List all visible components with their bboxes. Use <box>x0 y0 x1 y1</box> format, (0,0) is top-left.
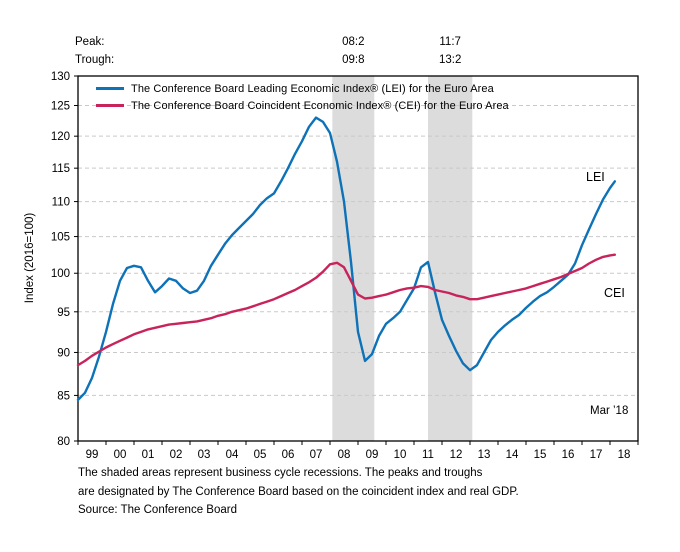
y-tick-label: 125 <box>51 100 70 112</box>
lei-line-swatch <box>96 87 124 90</box>
x-tick-label: 01 <box>142 449 155 461</box>
x-tick-label: 12 <box>450 449 463 461</box>
peak-date-2: 11:7 <box>439 36 461 48</box>
y-tick-label: 120 <box>51 131 70 143</box>
x-tick-label: 08 <box>338 449 351 461</box>
cei-line-swatch <box>96 104 124 107</box>
y-tick-label: 130 <box>51 71 70 83</box>
x-tick-label: 05 <box>254 449 267 461</box>
y-tick-label: 115 <box>52 163 70 175</box>
cei-line <box>76 253 616 367</box>
lei-series-label: LEI <box>586 170 605 184</box>
y-tick-label: 110 <box>52 197 70 209</box>
x-tick-label: 14 <box>506 449 519 461</box>
y-tick-label: 105 <box>51 232 70 244</box>
y-tick-label: 100 <box>51 268 70 280</box>
x-tick-label: 04 <box>226 449 239 461</box>
x-tick-label: 02 <box>170 449 183 461</box>
recession-band <box>428 76 473 441</box>
source-line: Source: The Conference Board <box>78 504 237 516</box>
legend-item-cei: The Conference Board Coincident Economic… <box>96 98 509 113</box>
peak-row-label: Peak: <box>75 36 105 48</box>
trough-date-1: 09:8 <box>342 54 365 66</box>
trough-row-label: Trough: <box>75 54 115 66</box>
y-tick-label: 85 <box>57 390 70 402</box>
x-tick-label: 17 <box>590 449 603 461</box>
legend: The Conference Board Leading Economic In… <box>96 81 509 113</box>
x-tick-label: 11 <box>422 449 434 461</box>
legend-label-cei: The Conference Board Coincident Economic… <box>131 99 509 112</box>
x-tick-label: 03 <box>198 449 211 461</box>
y-tick-label: 90 <box>57 347 70 359</box>
trough-date-2: 13:2 <box>438 54 462 66</box>
lei-line <box>76 116 616 402</box>
y-tick-label: 95 <box>57 307 70 319</box>
x-tick-label: 09 <box>366 449 379 461</box>
peak-date-1: 08:2 <box>342 36 365 48</box>
y-axis-title: Index (2016=100) <box>24 212 36 304</box>
y-tick-label: 80 <box>57 436 70 448</box>
x-tick-label: 06 <box>282 449 295 461</box>
last-point-label: Mar ’18 <box>590 405 629 417</box>
legend-item-lei: The Conference Board Leading Economic In… <box>96 81 509 96</box>
recession-band <box>332 76 375 441</box>
cei-series-label: CEI <box>604 286 625 300</box>
footnote: The shaded areas represent business cycl… <box>78 464 519 520</box>
x-tick-label: 99 <box>86 449 99 461</box>
x-tick-label: 18 <box>618 449 631 461</box>
x-tick-label: 07 <box>310 449 323 461</box>
x-tick-label: 16 <box>562 449 575 461</box>
x-tick-label: 10 <box>394 449 407 461</box>
x-tick-label: 13 <box>478 449 491 461</box>
footnote-line-1: The shaded areas represent business cycl… <box>78 467 483 479</box>
footnote-line-2: are designated by The Conference Board b… <box>78 485 519 498</box>
x-tick-label: 00 <box>114 449 127 461</box>
x-tick-label: 15 <box>534 449 547 461</box>
legend-label-lei: The Conference Board Leading Economic In… <box>131 82 494 95</box>
